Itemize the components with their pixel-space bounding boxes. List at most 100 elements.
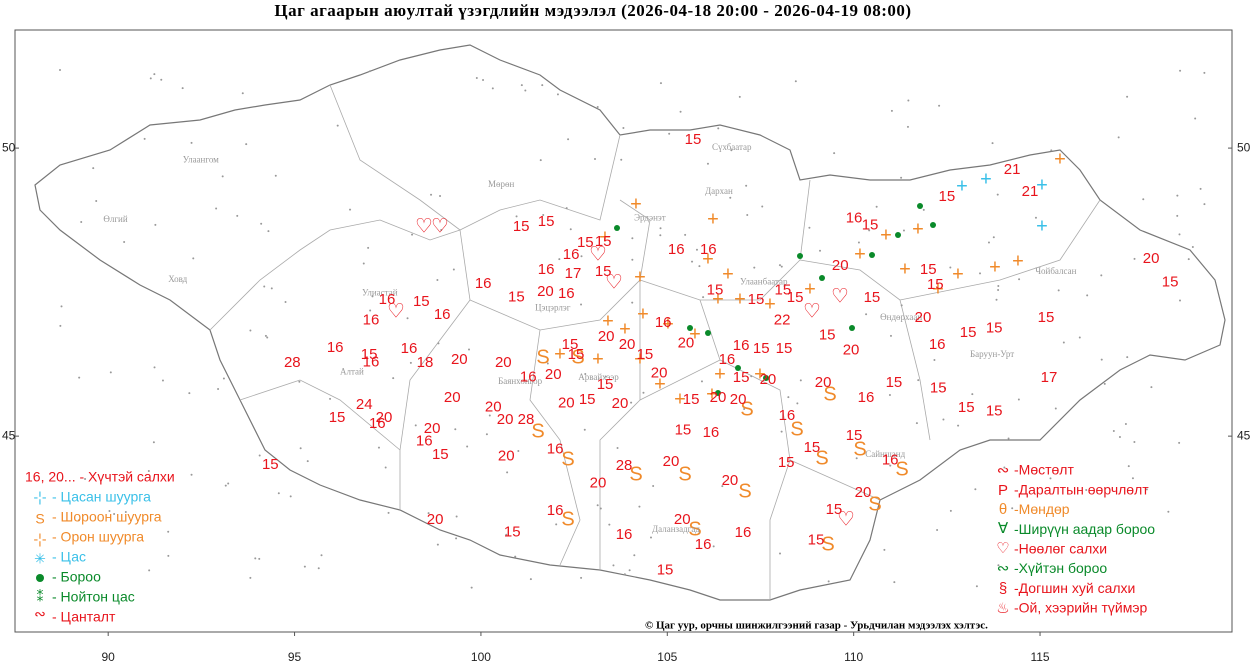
station-dot xyxy=(1178,233,1181,236)
snowstorm-icon: + xyxy=(602,310,614,332)
svg-text:-¦-: -¦- xyxy=(34,531,47,547)
snowstorm-icon: + xyxy=(912,218,924,240)
rain-icon xyxy=(705,330,711,336)
station-dot xyxy=(143,137,146,140)
wind-speed: 20 xyxy=(590,474,607,491)
wind-speed: 15 xyxy=(361,346,378,363)
wind-speed: 20 xyxy=(619,336,636,353)
gust-icon: ♡ xyxy=(415,215,433,237)
station-dot xyxy=(1086,294,1089,297)
station-dot xyxy=(167,554,170,557)
sandstorm-icon: S xyxy=(678,463,691,485)
station-dot xyxy=(266,336,269,339)
gust-icon: ♡ xyxy=(837,508,855,530)
rain-icon xyxy=(797,253,803,259)
wind-speed: 20 xyxy=(558,394,575,411)
sandstorm-icon: S xyxy=(629,463,642,485)
wind-speed: 15 xyxy=(508,288,525,305)
station-dot xyxy=(274,174,277,177)
station-dot xyxy=(1018,278,1021,281)
rain-icon xyxy=(687,325,693,331)
sandstorm-icon: S xyxy=(688,518,701,540)
station-dot xyxy=(147,470,150,473)
snowstorm-icon: + xyxy=(592,348,604,370)
station-dot xyxy=(580,303,583,306)
station-dot xyxy=(222,377,225,380)
station-dot xyxy=(377,446,380,449)
snowstorm-icon: + xyxy=(722,263,734,285)
station-dot xyxy=(933,359,936,362)
station-dot xyxy=(630,401,633,404)
svg-text:§: § xyxy=(999,580,1007,597)
wind-speed: 15 xyxy=(939,188,956,205)
snowstorm-icon: + xyxy=(734,288,746,310)
station-dot xyxy=(303,565,306,568)
wind-speed: 15 xyxy=(637,346,654,363)
station-dot xyxy=(1054,407,1057,410)
wind-speed: 20 xyxy=(495,354,512,371)
wind-speed: 20 xyxy=(832,257,849,274)
station-dot xyxy=(80,221,83,224)
station-dot xyxy=(778,552,781,555)
wind-speed: 21 xyxy=(1004,161,1021,178)
station-dot xyxy=(149,77,152,80)
rain-icon xyxy=(715,390,721,396)
place-label: Даланзадгад xyxy=(652,524,700,534)
wind-speed: 20 xyxy=(498,447,515,464)
legend-right-entry: -Ой, хээрийн түймэр xyxy=(1014,600,1147,616)
wind-speed: 16 xyxy=(538,261,555,278)
station-dot xyxy=(317,567,320,570)
station-dot xyxy=(1142,198,1145,201)
station-dot xyxy=(971,393,974,396)
place-label: Эрдэнэт xyxy=(634,212,666,222)
snowstorm-icon: + xyxy=(952,263,964,285)
station-dot xyxy=(1176,214,1179,217)
sandstorm-icon: S xyxy=(853,438,866,460)
rain-icon xyxy=(614,225,620,231)
station-dot xyxy=(1179,69,1182,72)
station-dot xyxy=(569,228,572,231)
station-dot xyxy=(633,554,636,557)
station-dot xyxy=(556,93,559,96)
station-dot xyxy=(284,301,287,304)
station-dot xyxy=(652,484,655,487)
x-tick-label: 115 xyxy=(1030,650,1049,664)
wind-speed: 15 xyxy=(597,376,614,393)
wind-speed: 16 xyxy=(369,415,386,432)
y-tick-label: 45 xyxy=(2,428,16,442)
station-dot xyxy=(799,379,802,382)
snowstorm-icon: + xyxy=(764,293,776,315)
station-dot xyxy=(780,430,783,433)
snowstorm-icon: + xyxy=(706,383,718,405)
station-dot xyxy=(277,492,280,495)
station-dot xyxy=(738,95,741,98)
station-dot xyxy=(329,397,332,400)
wind-speed: 20 xyxy=(444,389,461,406)
snowstorm-icon: + xyxy=(674,388,686,410)
station-dot xyxy=(1131,477,1134,480)
station-dot xyxy=(1078,336,1081,339)
province-borders xyxy=(209,84,1101,600)
station-dot xyxy=(367,246,370,249)
station-dot xyxy=(668,132,671,135)
station-dot xyxy=(753,266,756,269)
place-label: Дархан xyxy=(705,186,733,196)
station-dot xyxy=(659,234,662,237)
wind-speed: 15 xyxy=(986,402,1003,419)
station-dot xyxy=(452,268,455,271)
place-label: Өлгий xyxy=(103,214,127,224)
station-dot xyxy=(1057,289,1060,292)
snowstorm-icon: + xyxy=(899,258,911,280)
snowstorm-icon: + xyxy=(854,243,866,265)
station-dot xyxy=(466,445,469,448)
snowstorm-icon: + xyxy=(880,224,892,246)
station-dot xyxy=(1118,435,1121,438)
snowstorm-icon: + xyxy=(619,318,631,340)
wind-speed: 16 xyxy=(401,340,418,357)
rain-icon xyxy=(869,252,875,258)
wind-speed: 15 xyxy=(804,439,821,456)
station-dot xyxy=(659,82,662,85)
wind-speed: 28 xyxy=(616,457,633,474)
station-dot xyxy=(455,515,458,518)
svg-text:-¦-: -¦- xyxy=(34,489,47,505)
